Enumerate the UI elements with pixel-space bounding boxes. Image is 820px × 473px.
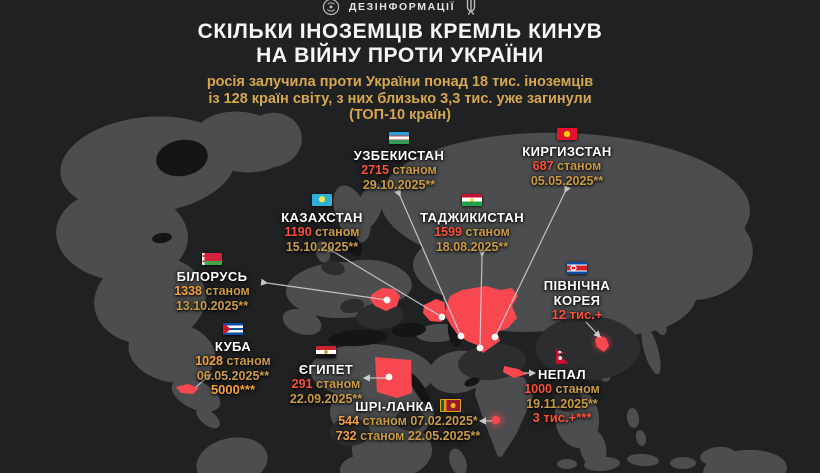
country-label-tajikistan: ТАДЖИКИСТАН 1599 станом 18.08.2025**	[402, 192, 542, 254]
country-label-egypt: ЄГИПЕТ 291 станом 22.09.2025**	[256, 344, 396, 406]
kazakhstan-flag-icon	[312, 193, 332, 206]
country-label-uzbekistan: УЗБЕКИСТАН 2715 станом 29.10.2025**	[329, 130, 469, 192]
country-label-belarus: БІЛОРУСЬ 1338 станом 13.10.2025**	[142, 251, 282, 313]
header: ДЕЗІНФОРМАЦІЇ СКІЛЬКИ ІНОЗЕМЦІВ КРЕМЛЬ К…	[0, 0, 800, 124]
kyrgyzstan-flag-icon	[557, 127, 577, 140]
country-label-north-korea: ПІВНІЧНА КОРЕЯ 12 тис.+	[507, 260, 647, 323]
sri-lanka-flag-icon	[439, 399, 461, 412]
north-korea-flag-icon	[567, 261, 587, 274]
country-label-kazakhstan: КАЗАХСТАН 1190 станом 15.10.2025**	[252, 192, 392, 254]
red-region-egypt	[375, 357, 412, 398]
egypt-flag-icon	[316, 345, 336, 358]
belarus-flag-icon	[202, 252, 222, 265]
cpd-emblem-icon	[322, 0, 340, 16]
location-dots	[383, 296, 499, 381]
country-label-sri-lanka: ШРІ-ЛАНКА 544 станом 07.02.2025* 732 ста…	[335, 399, 481, 443]
cuba-flag-icon	[223, 322, 243, 335]
red-region-north-korea	[595, 335, 609, 352]
org-label: ДЕЗІНФОРМАЦІЇ	[348, 1, 456, 13]
dark-country-patches	[321, 260, 640, 446]
uzbekistan-flag-icon	[389, 131, 409, 144]
trident-icon	[466, 0, 476, 15]
continent-shapes	[56, 111, 787, 473]
page-subtitle: росія залучила проти України понад 18 ти…	[206, 74, 594, 123]
org-row: ДЕЗІНФОРМАЦІЇ	[0, 0, 800, 17]
tajikistan-flag-icon	[462, 193, 482, 206]
country-label-cuba: КУБА 1028 станом 06.05.2025** 5000***	[163, 321, 303, 398]
country-label-nepal: НЕПАЛ 1000 станом 19.11.2025** 3 тис.+**…	[492, 349, 632, 426]
red-region-nepal	[503, 366, 527, 378]
red-region-cuba	[176, 384, 199, 394]
nepal-flag-icon	[555, 349, 569, 365]
page-title: СКІЛЬКИ ІНОЗЕМЦІВ КРЕМЛЬ КИНУВ НА ВІЙНУ …	[197, 20, 603, 67]
connector-lines	[195, 185, 601, 425]
red-region-sri-lanka	[492, 416, 500, 424]
country-label-kyrgyzstan: КИРГИЗСТАН 687 станом 05.05.2025**	[497, 126, 637, 188]
